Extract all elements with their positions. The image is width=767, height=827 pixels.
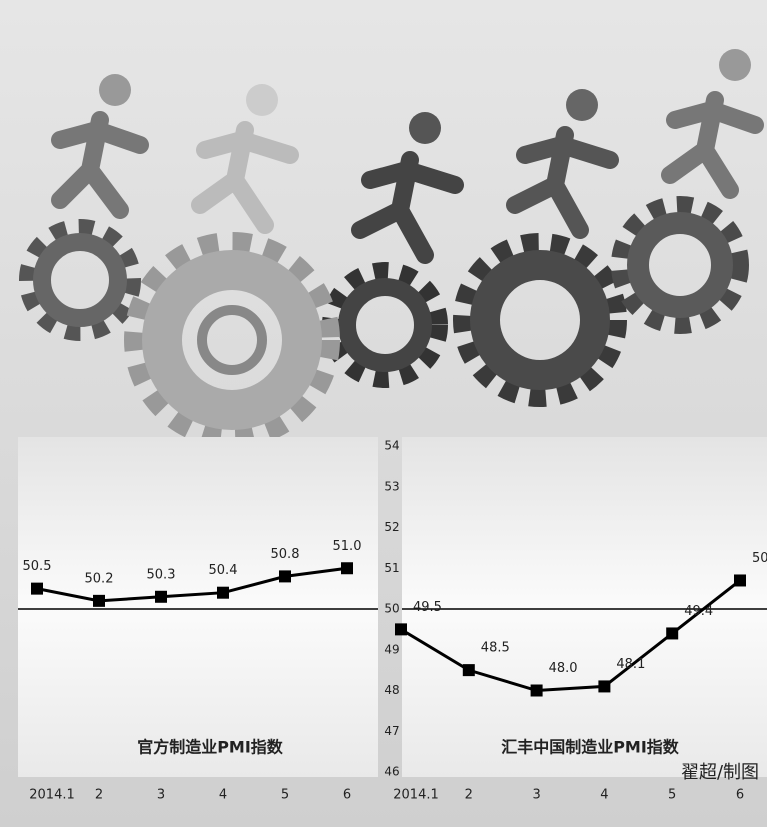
y-tick-label: 46	[384, 765, 399, 779]
x-tick-label: 2	[465, 788, 473, 803]
x-tick-label: 2	[95, 788, 103, 803]
x-tick-label: 3	[157, 788, 165, 803]
x-tick-label: 5	[281, 788, 289, 803]
y-tick-label: 50	[384, 602, 399, 616]
point	[31, 582, 43, 595]
point	[395, 623, 407, 636]
x-tick-label: 2014.1	[29, 788, 75, 803]
x-tick-label: 4	[600, 788, 608, 803]
value-label: 50.5	[23, 559, 52, 574]
chart-title: 官方制造业PMI指数	[137, 738, 284, 757]
value-label: 51.0	[333, 539, 362, 554]
point	[734, 574, 746, 587]
value-label: 49.5	[413, 600, 442, 615]
point	[279, 570, 291, 583]
x-tick-label: 4	[219, 788, 227, 803]
x-tick-label: 3	[532, 788, 540, 803]
value-label: 50.2	[85, 571, 114, 586]
left-panel	[18, 437, 378, 777]
point	[530, 684, 543, 697]
x-tick-label: 6	[343, 788, 351, 803]
series-line	[36, 566, 348, 603]
y-tick-label: 53	[384, 479, 399, 493]
x-tick-label: 5	[668, 788, 676, 803]
y-tick-label: 48	[384, 683, 399, 697]
point	[155, 590, 167, 603]
point	[666, 627, 679, 640]
credit: 翟超/制图	[681, 762, 759, 783]
value-label: 50.7	[752, 551, 767, 566]
chart-title: 汇丰中国制造业PMI指数	[501, 738, 680, 757]
value-label: 50.4	[209, 563, 238, 578]
y-tick-label: 52	[384, 520, 399, 534]
value-label: 50.8	[271, 547, 300, 562]
y-tick-label: 54	[384, 439, 399, 453]
y-tick-label: 51	[384, 561, 399, 575]
y-tick-label: 49	[384, 642, 399, 656]
value-label: 49.4	[684, 604, 713, 619]
x-tick-label: 6	[736, 788, 744, 803]
value-label: 48.1	[616, 657, 645, 672]
point	[217, 586, 229, 599]
point	[462, 664, 475, 677]
value-label: 50.3	[147, 567, 176, 582]
y-tick-label: 47	[384, 724, 399, 738]
x-tick-label: 2014.1	[393, 788, 439, 803]
value-label: 48.0	[549, 661, 578, 676]
series-line	[400, 579, 741, 693]
illustration	[19, 49, 764, 448]
point	[93, 594, 105, 607]
point	[341, 562, 353, 575]
point	[598, 680, 611, 693]
value-label: 48.5	[481, 641, 510, 656]
